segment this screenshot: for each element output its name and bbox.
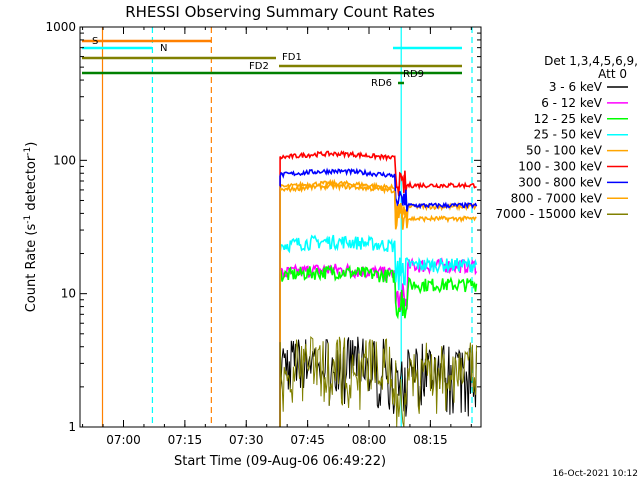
- legend-label: 300 - 800 keV: [518, 175, 602, 189]
- date-stamp: 16-Oct-2021 10:12: [553, 469, 638, 479]
- annotation-label-FD2: FD2: [249, 61, 269, 72]
- chart-title: RHESSI Observing Summary Count Rates: [125, 3, 435, 21]
- legend-header-line-2: Att 0: [598, 67, 627, 81]
- annotation-label-S: S: [92, 36, 98, 47]
- annotation-label-FD1: FD1: [282, 52, 302, 63]
- plot-frame: [79, 26, 482, 428]
- x-tick-label: 07:45: [290, 433, 325, 447]
- series-line-8: [279, 336, 477, 428]
- legend: Det 1,3,4,5,6,9, Att 0 3 - 6 keV 6 - 12 k…: [495, 54, 638, 221]
- x-tick-label: 08:00: [352, 433, 387, 447]
- x-tick-label: 07:15: [168, 433, 203, 447]
- series-line-7: [279, 181, 477, 427]
- legend-label: 12 - 25 keV: [534, 112, 603, 126]
- legend-label: 3 - 6 keV: [549, 80, 603, 94]
- series-line-2: [279, 264, 478, 427]
- y-tick-label: 1000: [45, 20, 76, 34]
- x-tick-label: 08:15: [413, 433, 448, 447]
- legend-header-line-1: Det 1,3,4,5,6,9,: [544, 54, 638, 68]
- series-line-5: [279, 150, 477, 427]
- y-tick-label: 100: [53, 153, 76, 167]
- x-tick-label: 07:00: [106, 433, 141, 447]
- legend-label: 100 - 300 keV: [518, 160, 602, 174]
- legend-label: 800 - 7000 keV: [511, 191, 603, 205]
- annotation-label-N: N: [160, 43, 167, 54]
- annotation-label-RD6: RD6: [371, 78, 392, 89]
- series-line-6: [279, 167, 478, 427]
- x-axis-label: Start Time (09-Aug-06 06:49:22): [174, 454, 386, 469]
- series-line-0: [279, 336, 477, 427]
- annotation-label-RD9: RD9: [403, 69, 424, 80]
- y-axis-label: Count Rate (s-1 detector-1): [23, 142, 39, 313]
- legend-label: 50 - 100 keV: [526, 144, 603, 158]
- y-tick-label: 1: [68, 420, 76, 434]
- x-tick-label: 07:30: [229, 433, 264, 447]
- series-line-3: [279, 234, 478, 427]
- y-tick-label: 10: [61, 287, 76, 301]
- legend-label: 25 - 50 keV: [534, 128, 603, 142]
- legend-label: 7000 - 15000 keV: [495, 207, 602, 221]
- legend-label: 6 - 12 keV: [541, 96, 603, 110]
